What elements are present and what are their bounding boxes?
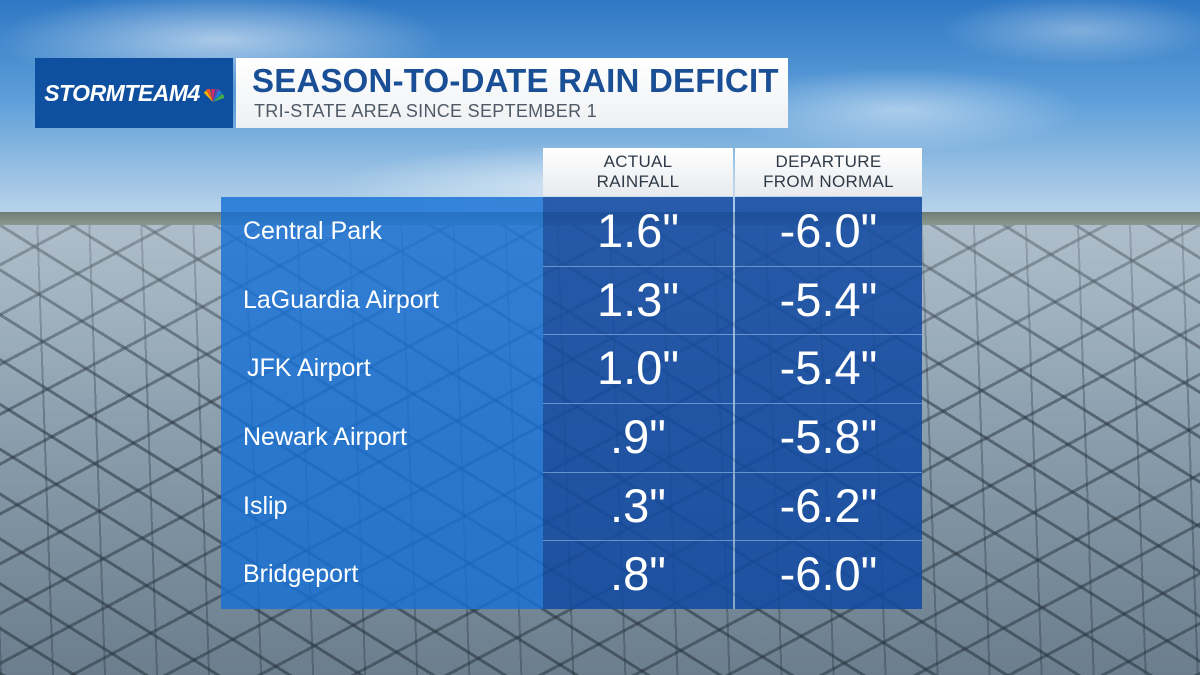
page-title: SEASON-TO-DATE RAIN DEFICIT (252, 62, 779, 99)
departure-value: -6.2" (779, 479, 878, 532)
locations-column (221, 197, 543, 609)
column-header-line: FROM NORMAL (763, 172, 894, 191)
actual-rainfall-value: .3" (610, 479, 666, 532)
location-name: Newark Airport (243, 423, 407, 451)
column-header-actual-rainfall: ACTUAL RAINFALL (543, 148, 733, 196)
actual-rainfall-value: .9" (610, 410, 666, 463)
table-row: Islip .3" -6.2" (221, 472, 922, 540)
table-row: JFK Airport 1.0" -5.4" (221, 334, 922, 402)
table-row: Newark Airport .9" -5.8" (221, 403, 922, 471)
column-header-departure: DEPARTURE FROM NORMAL (735, 148, 922, 196)
column-header-line: DEPARTURE (775, 152, 882, 171)
title-banner: SEASON-TO-DATE RAIN DEFICIT TRI-STATE AR… (236, 58, 788, 128)
location-name: Central Park (243, 217, 382, 245)
column-header-line: ACTUAL (603, 152, 673, 171)
table-row: Central Park 1.6" -6.0" (221, 197, 922, 265)
rain-deficit-table: Central Park 1.6" -6.0" LaGuardia Airpor… (221, 197, 922, 609)
peacock-icon (203, 89, 224, 102)
table-row: LaGuardia Airport 1.3" -5.4" (221, 266, 922, 334)
location-name: JFK Airport (247, 354, 371, 382)
row-divider (543, 266, 922, 267)
departure-value: -5.4" (779, 341, 878, 394)
logo-text: STORMTEAM4 (44, 79, 200, 106)
actual-rainfall-value: 1.3" (596, 273, 680, 326)
page-subtitle: TRI-STATE AREA SINCE SEPTEMBER 1 (254, 101, 598, 121)
departure-value: -5.8" (779, 410, 878, 463)
row-divider (543, 403, 922, 404)
actual-rainfall-value: 1.0" (596, 341, 680, 394)
column-header-line: RAINFALL (596, 172, 680, 191)
departure-value: -5.4" (779, 273, 878, 326)
location-name: Islip (243, 492, 288, 520)
location-name: Bridgeport (243, 560, 359, 588)
departure-value: -6.0" (779, 204, 878, 257)
table-row: Bridgeport .8" -6.0" (221, 540, 922, 608)
actual-rainfall-value: .8" (610, 547, 666, 600)
departure-value: -6.0" (779, 547, 878, 600)
actual-rainfall-value: 1.6" (596, 204, 680, 257)
stormteam4-logo: STORMTEAM4 (35, 58, 233, 128)
row-divider (543, 334, 922, 335)
row-divider (543, 472, 922, 473)
row-divider (543, 540, 922, 541)
location-name: LaGuardia Airport (243, 286, 439, 314)
